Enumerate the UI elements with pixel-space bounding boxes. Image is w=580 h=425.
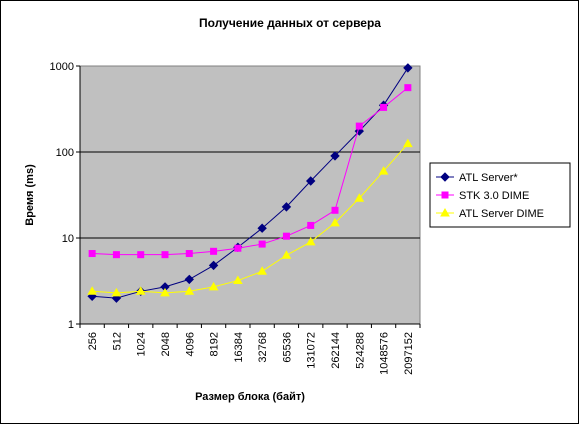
data-point: [402, 138, 413, 148]
data-point: [111, 287, 122, 297]
x-tick-label: 262144: [330, 332, 342, 369]
legend-marker: [440, 172, 450, 182]
data-point: [257, 223, 267, 233]
x-axis-title: Размер блока (байт): [195, 391, 305, 403]
x-tick-label: 131072: [306, 332, 318, 369]
data-point: [378, 166, 389, 175]
data-point: [258, 240, 266, 248]
data-point: [307, 221, 315, 229]
x-tick-label: 2048: [160, 332, 172, 356]
data-point: [160, 287, 170, 297]
data-point: [112, 251, 120, 259]
data-point: [305, 236, 316, 246]
x-tick-label: 1048576: [379, 332, 391, 375]
data-point: [404, 84, 412, 92]
data-point: [331, 206, 339, 214]
legend-label: ATL Server DIME: [459, 208, 544, 220]
data-point: [330, 217, 340, 227]
data-point: [354, 193, 365, 202]
x-tick-label: 65536: [281, 332, 293, 363]
data-point: [208, 281, 219, 291]
x-tick-label: 8192: [209, 332, 221, 356]
data-point: [208, 260, 219, 271]
series-line: [92, 143, 409, 294]
data-point: [137, 251, 145, 259]
chart-title: Получение данных от сервера: [199, 16, 381, 30]
data-point: [282, 232, 290, 240]
y-tick-label: 100: [56, 147, 74, 159]
data-point: [234, 244, 242, 252]
legend-marker: [440, 207, 450, 217]
x-tick-label: 1024: [136, 332, 148, 356]
data-point: [88, 250, 96, 258]
x-tick-label: 16384: [233, 332, 245, 363]
x-tick-label: 524288: [354, 332, 366, 369]
data-point: [306, 176, 316, 186]
data-point: [257, 266, 268, 275]
plot-area: [79, 65, 421, 325]
legend-label: STK 3.0 DIME: [459, 190, 529, 202]
data-point: [161, 251, 169, 259]
data-point: [135, 286, 146, 295]
series-layer: [87, 63, 413, 303]
series-line: [92, 67, 409, 299]
series-1: [88, 84, 412, 259]
legend-label: ATL Server*: [459, 172, 518, 184]
x-tick-label: 2097152: [403, 332, 415, 375]
y-tick-label: 10: [62, 233, 74, 245]
y-axis-title: Время (ms): [24, 164, 36, 226]
data-point: [281, 202, 292, 212]
x-tick-label: 256: [87, 332, 99, 350]
data-point: [380, 103, 388, 111]
data-point: [232, 275, 243, 285]
data-point: [403, 63, 413, 73]
y-tick-label: 1000: [50, 61, 74, 73]
x-axis-ticks: 256 512 1024 2048 4096 8192 16384 32768 65536 131…: [79, 324, 421, 375]
x-tick-label: 512: [111, 332, 123, 350]
data-point: [330, 151, 340, 161]
legend-marker: [441, 191, 449, 199]
data-point: [185, 250, 193, 258]
series-line: [92, 87, 409, 256]
data-point: [355, 122, 363, 130]
data-point: [87, 286, 98, 295]
data-point: [184, 274, 194, 285]
data-point: [184, 286, 195, 295]
legend: ATL Server* STK 3.0 DIME ATL Server DIME: [429, 162, 571, 228]
x-tick-label: 32768: [257, 332, 269, 363]
data-point: [281, 250, 292, 259]
series-2: [87, 138, 413, 297]
data-point: [210, 247, 218, 255]
y-axis-ticks: 1 10 100 1000: [50, 61, 80, 331]
y-tick-label: 1: [68, 319, 74, 331]
x-tick-label: 4096: [184, 332, 196, 356]
